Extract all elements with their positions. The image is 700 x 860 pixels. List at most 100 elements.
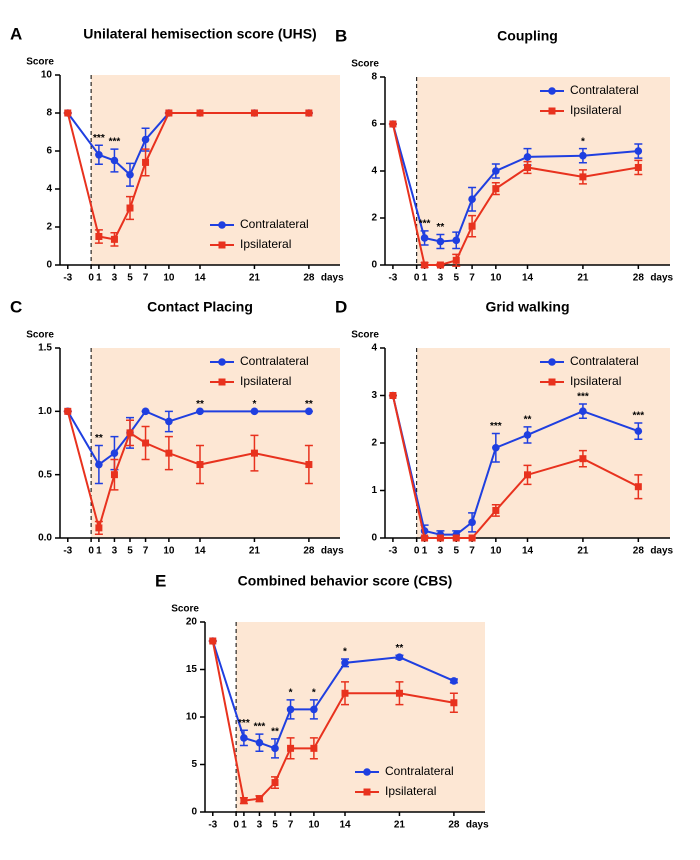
marker: [492, 185, 500, 193]
marker: [341, 689, 349, 697]
marker: [141, 135, 150, 144]
marker: [452, 256, 460, 264]
x-tick-label: 14: [194, 546, 206, 557]
y-tick-label: 0.5: [38, 469, 52, 480]
y-tick-label: 10: [186, 712, 198, 723]
panel-letter: D: [335, 297, 347, 316]
marker: [64, 109, 72, 117]
panel: C Contact Placing Score 0.0 0.5 1.0 1.5 -3 0 1 3 5 7…: [10, 297, 344, 556]
significance-label: **: [437, 222, 445, 233]
x-tick-label: 1: [422, 546, 428, 557]
marker: [286, 705, 295, 714]
y-tick-label: 1: [371, 485, 377, 496]
significance-label: **: [95, 433, 103, 444]
panel-letter: A: [10, 24, 22, 43]
significance-label: ***: [632, 411, 644, 422]
y-tick-label: 0.0: [38, 533, 52, 544]
x-tick-label: 10: [308, 820, 320, 831]
y-tick-label: 15: [186, 664, 198, 675]
significance-label: ***: [109, 137, 121, 148]
marker: [305, 407, 313, 416]
y-tick-label: 3: [371, 390, 377, 401]
x-tick-label: 10: [163, 546, 175, 557]
x-tick-label: 3: [438, 273, 444, 284]
legend-label: Contralateral: [240, 354, 309, 368]
marker: [468, 195, 476, 203]
marker: [421, 534, 429, 542]
marker: [305, 109, 313, 117]
marker: [634, 147, 643, 155]
x-tick-label: 21: [249, 273, 261, 284]
marker: [240, 797, 248, 805]
x-tick-label: 5: [127, 546, 133, 557]
y-axis-label: Score: [351, 59, 379, 70]
marker: [450, 699, 458, 707]
significance-label: **: [271, 726, 279, 737]
marker: [634, 163, 642, 171]
x-tick-label: -3: [63, 546, 72, 557]
marker: [492, 167, 500, 175]
legend-marker: [218, 221, 226, 229]
marker: [255, 795, 263, 803]
y-tick-label: 2: [46, 222, 52, 233]
y-tick-label: 0: [371, 260, 377, 271]
panel-letter: E: [155, 571, 166, 590]
marker: [579, 173, 587, 181]
y-tick-label: 8: [371, 72, 377, 83]
x-tick-label: 5: [272, 820, 278, 831]
significance-label: *: [289, 688, 293, 699]
y-axis-label: Score: [26, 330, 54, 341]
significance-label: ***: [93, 133, 105, 144]
x-tick-label: 14: [522, 546, 534, 557]
marker: [255, 738, 264, 747]
marker: [271, 744, 279, 753]
chart-title: Unilateral hemisection score (UHS): [83, 26, 316, 42]
marker: [523, 153, 532, 161]
x-tick-label: 5: [453, 546, 459, 557]
legend-marker: [548, 378, 556, 386]
x-tick-label: 0: [233, 820, 239, 831]
chart-title: Combined behavior score (CBS): [238, 573, 453, 589]
marker: [579, 407, 587, 415]
significance-label: **: [396, 643, 404, 654]
marker: [395, 653, 404, 661]
x-tick-label: -3: [63, 273, 72, 284]
marker: [420, 234, 429, 242]
y-tick-label: 2: [371, 438, 377, 449]
x-tick-label: 1: [422, 273, 428, 284]
marker: [389, 392, 397, 399]
significance-label: **: [305, 399, 313, 410]
marker: [310, 744, 318, 752]
significance-label: *: [312, 688, 316, 699]
y-tick-label: 0: [191, 807, 197, 818]
marker: [142, 439, 150, 447]
legend-marker: [548, 87, 556, 95]
x-axis-label: days: [321, 273, 344, 284]
chart-title: Coupling: [497, 28, 558, 44]
x-tick-label: 28: [448, 820, 460, 831]
x-tick-label: 21: [249, 546, 261, 557]
y-axis-label: Score: [171, 604, 199, 615]
panel-letter: C: [10, 297, 22, 316]
significance-label: ***: [419, 219, 431, 230]
y-tick-label: 1.0: [38, 406, 52, 417]
marker: [634, 483, 642, 491]
x-tick-label: 28: [303, 273, 315, 284]
marker: [395, 689, 403, 697]
panel-letter: B: [335, 26, 347, 45]
y-tick-label: 4: [371, 166, 377, 177]
x-tick-label: 28: [633, 273, 645, 284]
marker: [110, 156, 119, 165]
panel: E Combined behavior score (CBS) Score 0 5 10 1…: [155, 571, 489, 830]
y-tick-label: 0: [371, 533, 377, 544]
marker: [126, 429, 134, 437]
marker: [468, 518, 476, 527]
legend-marker: [363, 768, 371, 776]
legend-marker: [548, 107, 556, 115]
x-tick-label: -3: [388, 546, 397, 557]
marker: [209, 637, 217, 645]
marker: [452, 534, 460, 542]
marker: [523, 431, 532, 439]
